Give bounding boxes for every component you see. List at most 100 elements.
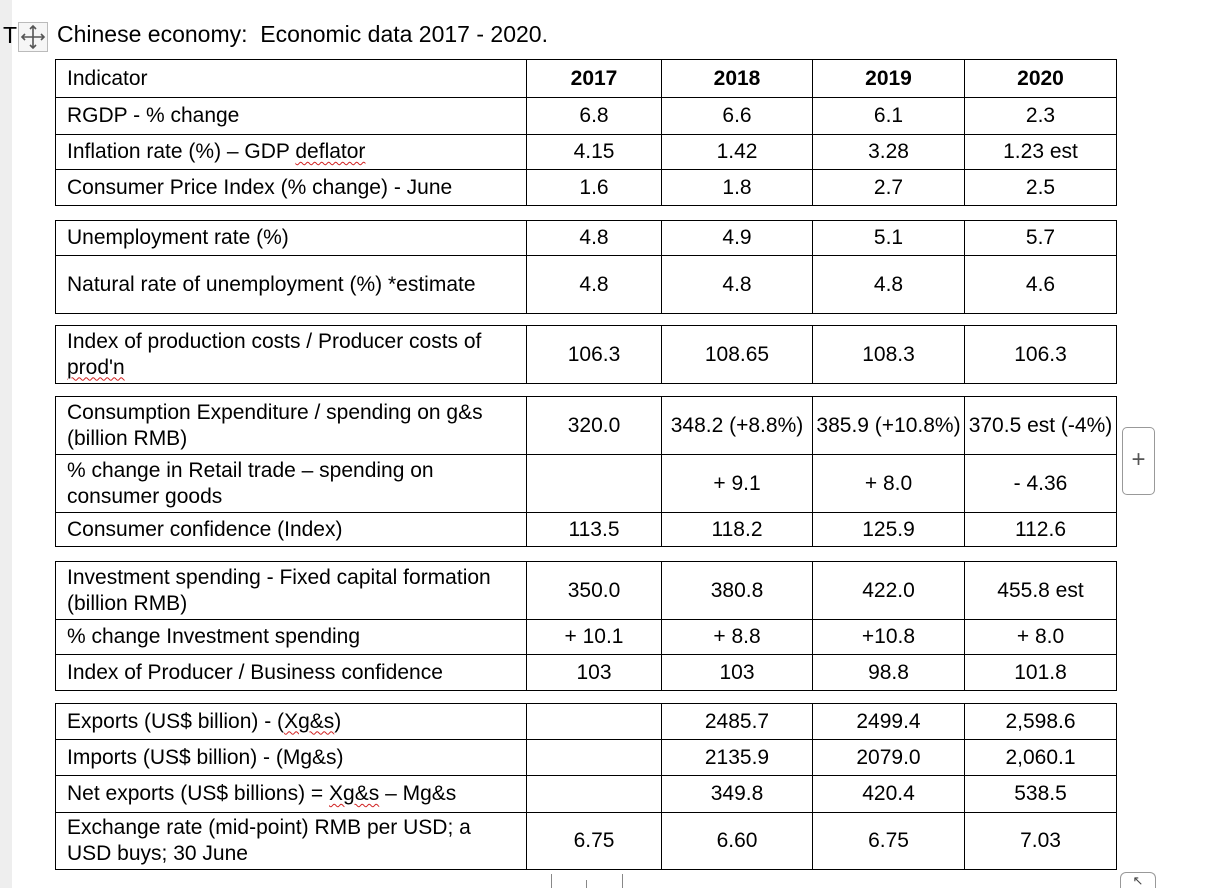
value-cell: 108.3 xyxy=(812,325,965,384)
value-cell: 4.6 xyxy=(964,255,1117,314)
value-cell: 348.2 (+8.8%) xyxy=(661,396,813,455)
indicator-cell: % change in Retail trade – spending on c… xyxy=(55,454,527,513)
indicator-cell: Natural rate of unemployment (%) *estima… xyxy=(55,255,527,314)
value-cell: + 8.8 xyxy=(661,619,813,655)
value-cell: 112.6 xyxy=(964,512,1117,547)
data-table-block-2: Unemployment rate (%) 4.8 4.9 5.1 5.7 Na… xyxy=(55,220,1117,314)
value-cell: 1.6 xyxy=(526,169,662,206)
value-cell: 103 xyxy=(526,654,662,691)
data-table-block-3: Index of production costs / Producer cos… xyxy=(55,325,1117,384)
table-row: Imports (US$ billion) - (Mg&s) 2135.9 20… xyxy=(55,739,1117,776)
value-cell: 2,598.6 xyxy=(964,703,1117,740)
header-year: 2020 xyxy=(964,59,1117,98)
header-year: 2018 xyxy=(661,59,813,98)
data-table-block-4: Consumption Expenditure / spending on g&… xyxy=(55,396,1117,547)
value-cell: 3.28 xyxy=(812,134,965,170)
value-cell: 4.8 xyxy=(661,255,813,314)
value-cell: 4.15 xyxy=(526,134,662,170)
resize-corner-button[interactable]: ↖ xyxy=(1120,872,1156,888)
value-cell: 5.1 xyxy=(812,220,965,256)
value-cell: 2,060.1 xyxy=(964,739,1117,776)
value-cell: 538.5 xyxy=(964,775,1117,813)
indicator-cell: Unemployment rate (%) xyxy=(55,220,527,256)
value-cell: 101.8 xyxy=(964,654,1117,691)
value-cell: + 9.1 xyxy=(661,454,813,513)
table-row: Natural rate of unemployment (%) *estima… xyxy=(55,255,1117,314)
indicator-cell: RGDP - % change xyxy=(55,97,527,135)
value-cell: 2499.4 xyxy=(812,703,965,740)
table-row: Index of production costs / Producer cos… xyxy=(55,325,1117,384)
table-row: Consumption Expenditure / spending on g&… xyxy=(55,396,1117,455)
indicator-cell: Net exports (US$ billions) = Xg&s – Mg&s xyxy=(55,775,527,813)
value-cell: 370.5 est (-4%) xyxy=(964,396,1117,455)
table-row: Index of Producer / Business confidence … xyxy=(55,654,1117,691)
resize-tick xyxy=(586,880,587,888)
value-cell: 4.8 xyxy=(526,255,662,314)
value-cell: 113.5 xyxy=(526,512,662,547)
table-row: RGDP - % change 6.8 6.6 6.1 2.3 xyxy=(55,97,1117,135)
value-cell: 1.23 est xyxy=(964,134,1117,170)
data-table-block-1: Indicator 2017 2018 2019 2020 RGDP - % c… xyxy=(55,59,1117,206)
table-row: Exports (US$ billion) - (Xg&s) 2485.7 24… xyxy=(55,703,1117,740)
document-left-margin xyxy=(0,0,12,888)
indicator-cell: Inflation rate (%) – GDP deflator xyxy=(55,134,527,170)
value-cell: 2.5 xyxy=(964,169,1117,206)
resize-arrow-icon: ↖ xyxy=(1132,873,1144,888)
table-resize-tab[interactable] xyxy=(551,874,623,888)
table-row: Net exports (US$ billions) = Xg&s – Mg&s… xyxy=(55,775,1117,813)
table-row: % change in Retail trade – spending on c… xyxy=(55,454,1117,513)
value-cell: 350.0 xyxy=(526,561,662,620)
value-cell: 108.65 xyxy=(661,325,813,384)
value-cell: 106.3 xyxy=(526,325,662,384)
table-row: % change Investment spending + 10.1 + 8.… xyxy=(55,619,1117,655)
value-cell: 422.0 xyxy=(812,561,965,620)
page-title: Chinese economy: Economic data 2017 - 20… xyxy=(57,21,548,47)
indicator-cell: Exports (US$ billion) - (Xg&s) xyxy=(55,703,527,740)
value-cell: 6.75 xyxy=(812,812,965,870)
value-cell: 6.60 xyxy=(661,812,813,870)
value-cell: 125.9 xyxy=(812,512,965,547)
table-row: Consumer confidence (Index) 113.5 118.2 … xyxy=(55,512,1117,547)
value-cell: 2.7 xyxy=(812,169,965,206)
indicator-cell: Consumer confidence (Index) xyxy=(55,512,527,547)
value-cell: 4.8 xyxy=(526,220,662,256)
value-cell: 2485.7 xyxy=(661,703,813,740)
indicator-cell: Consumer Price Index (% change) - June xyxy=(55,169,527,206)
move-arrows-icon xyxy=(20,24,46,50)
indicator-cell: % change Investment spending xyxy=(55,619,527,655)
value-cell: 320.0 xyxy=(526,396,662,455)
value-cell: 103 xyxy=(661,654,813,691)
header-year: 2019 xyxy=(812,59,965,98)
value-cell: 6.8 xyxy=(526,97,662,135)
value-cell: 7.03 xyxy=(964,812,1117,870)
value-cell xyxy=(526,739,662,776)
value-cell: 1.8 xyxy=(661,169,813,206)
indicator-cell: Exchange rate (mid-point) RMB per USD; a… xyxy=(55,812,527,870)
value-cell: - 4.36 xyxy=(964,454,1117,513)
table-row: Inflation rate (%) – GDP deflator 4.15 1… xyxy=(55,134,1117,170)
value-cell: 2135.9 xyxy=(661,739,813,776)
value-cell: 380.8 xyxy=(661,561,813,620)
value-cell: 349.8 xyxy=(661,775,813,813)
value-cell xyxy=(526,775,662,813)
header-year: 2017 xyxy=(526,59,662,98)
value-cell: + 10.1 xyxy=(526,619,662,655)
indicator-cell: Index of production costs / Producer cos… xyxy=(55,325,527,384)
table-row: Consumer Price Index (% change) - June 1… xyxy=(55,169,1117,206)
value-cell: 2079.0 xyxy=(812,739,965,776)
value-cell: 4.8 xyxy=(812,255,965,314)
indicator-cell: Consumption Expenditure / spending on g&… xyxy=(55,396,527,455)
add-column-button[interactable]: + xyxy=(1122,427,1155,495)
value-cell: 455.8 est xyxy=(964,561,1117,620)
value-cell: 98.8 xyxy=(812,654,965,691)
value-cell: 6.6 xyxy=(661,97,813,135)
table-header-row: Indicator 2017 2018 2019 2020 xyxy=(55,59,1117,98)
indicator-cell: Index of Producer / Business confidence xyxy=(55,654,527,691)
data-table-block-6: Exports (US$ billion) - (Xg&s) 2485.7 24… xyxy=(55,703,1117,870)
value-cell: +10.8 xyxy=(812,619,965,655)
table-move-handle[interactable] xyxy=(18,22,48,52)
value-cell: 106.3 xyxy=(964,325,1117,384)
indicator-cell: Investment spending - Fixed capital form… xyxy=(55,561,527,620)
value-cell: 2.3 xyxy=(964,97,1117,135)
table-row: Investment spending - Fixed capital form… xyxy=(55,561,1117,620)
